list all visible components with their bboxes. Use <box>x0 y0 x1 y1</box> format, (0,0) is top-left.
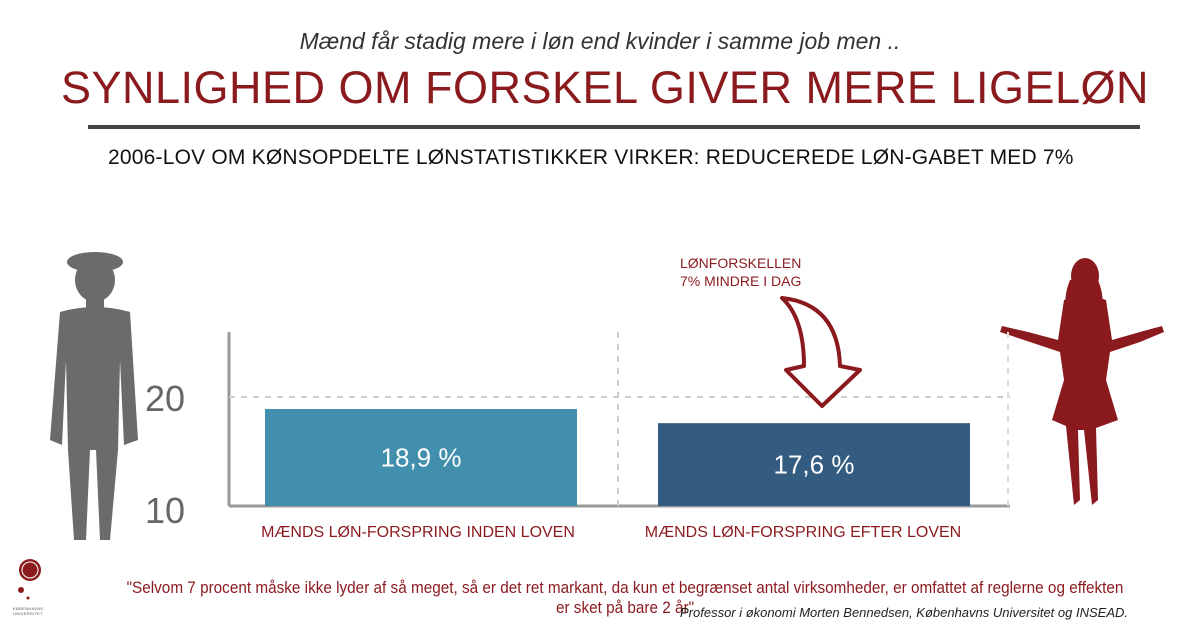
university-logo-text: KØBENHAVNS UNIVERSITET <box>12 606 44 616</box>
tick-label-20: 20 <box>145 378 185 419</box>
headline: 2006-LOV OM KØNSOPDELTE LØNSTATISTIKKER … <box>108 146 1074 169</box>
category-label-after: MÆNDS LØN-FORSPRING EFTER LOVEN <box>645 524 961 541</box>
annotation: LØNFORSKELLEN 7% MINDRE I DAG <box>680 254 801 290</box>
bar-before-law <box>265 408 577 506</box>
bar-value-label-after: 17,6 % <box>774 450 855 480</box>
university-logo-icon <box>18 559 41 600</box>
bar-after-law <box>658 423 970 506</box>
annotation-line-1: LØNFORSKELLEN <box>680 255 802 271</box>
quote: "Selvom 7 procent måske ikke lyder af så… <box>126 578 1124 617</box>
subtitle: Mænd får stadig mere i løn end kvinder i… <box>299 28 901 54</box>
attribution: Professor i økonomi Morten Bennedsen, Kø… <box>680 605 1128 620</box>
category-label-before: MÆNDS LØN-FORSPRING INDEN LOVEN <box>261 524 575 541</box>
page-title: SYNLIGHED OM FORSKEL GIVER MERE LIGELØN <box>60 62 1150 113</box>
annotation-line-2: 7% MINDRE I DAG <box>680 273 802 289</box>
title-divider <box>88 125 1140 129</box>
tick-label-10: 10 <box>145 490 185 531</box>
female-figure-icon <box>1000 258 1164 505</box>
down-arrow-icon <box>780 296 862 408</box>
bar-value-label-before: 18,9 % <box>381 442 462 472</box>
male-figure-icon <box>50 252 138 540</box>
